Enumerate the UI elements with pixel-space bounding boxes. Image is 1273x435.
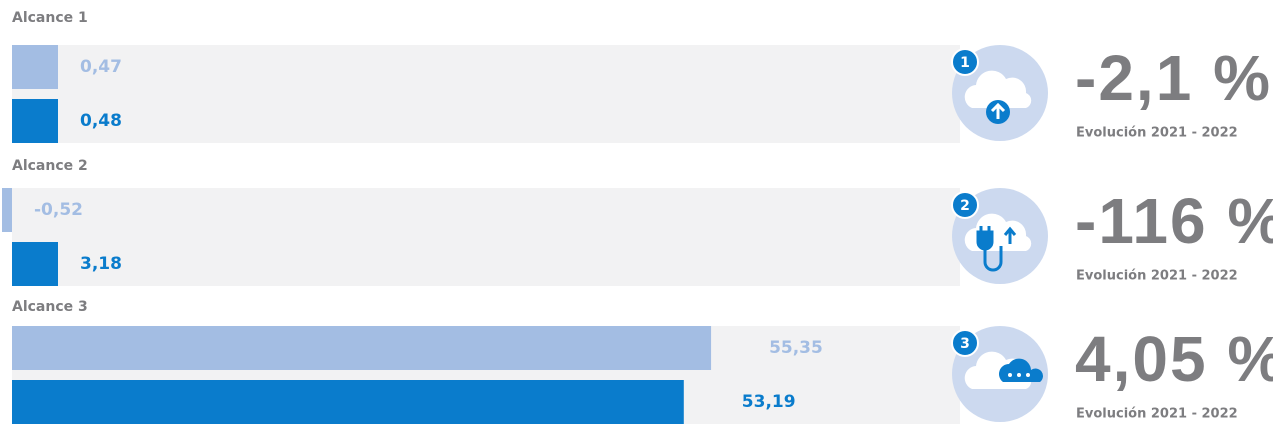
change-value: -116 % (1075, 185, 1273, 257)
badge-number: 2 (960, 198, 970, 214)
change-value: -2,1 % (1075, 42, 1272, 114)
bar (12, 99, 58, 143)
icon-arrow (990, 102, 1006, 119)
icon (952, 188, 1048, 284)
badge-number: 3 (960, 336, 970, 352)
icon-cloud (964, 70, 1032, 108)
icon-dot (1008, 373, 1012, 377)
bar (12, 326, 712, 370)
value-label: 0,48 (80, 111, 122, 131)
value-label: 3,18 (80, 254, 122, 274)
value-label: 55,35 (769, 338, 823, 358)
change-value: 4,05 % (1075, 323, 1273, 395)
badge (951, 329, 979, 357)
change-caption: Evolución 2021 - 2022 (1076, 407, 1238, 422)
value-label: 53,19 (742, 392, 796, 412)
value-label: -0,52 (34, 200, 83, 220)
bar (12, 242, 58, 286)
change-caption: Evolución 2021 - 2022 (1076, 269, 1238, 284)
badge (951, 191, 979, 219)
badge (951, 48, 979, 76)
badge-number: 1 (960, 55, 970, 71)
section-title: Alcance 2 (12, 158, 88, 174)
section-title: Alcance 3 (12, 299, 88, 315)
icon-dot (1017, 373, 1021, 377)
bar-background (12, 188, 960, 286)
bar (12, 45, 58, 89)
icon-cable (983, 246, 1003, 272)
value-label: 0,47 (80, 57, 122, 77)
bar (12, 380, 684, 424)
icon-dot (1026, 373, 1030, 377)
section-title: Alcance 1 (12, 10, 88, 26)
change-caption: Evolución 2021 - 2022 (1076, 126, 1238, 141)
icon-arrow (1003, 226, 1017, 244)
bar (2, 188, 12, 232)
bar-background (12, 45, 960, 143)
